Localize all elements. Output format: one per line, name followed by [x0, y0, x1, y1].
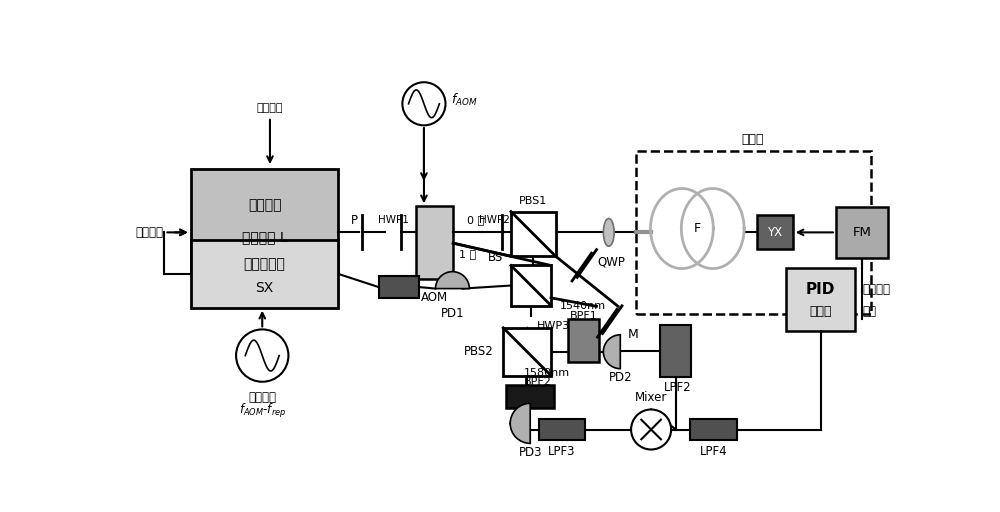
Text: PBS1: PBS1 — [519, 196, 547, 206]
Text: 锁相放大器: 锁相放大器 — [244, 257, 285, 271]
Text: 控制器: 控制器 — [809, 306, 832, 318]
Bar — [511, 211, 556, 256]
Circle shape — [402, 82, 446, 125]
Text: $f_{AOM}$-$f_{rep}$: $f_{AOM}$-$f_{rep}$ — [239, 402, 286, 420]
Text: PID: PID — [806, 283, 835, 297]
Text: $f_{AOM}$: $f_{AOM}$ — [451, 92, 477, 108]
Text: 锁定: 锁定 — [863, 306, 877, 318]
Text: 温控箱: 温控箱 — [741, 134, 764, 146]
Text: HWP2: HWP2 — [479, 215, 509, 225]
Bar — [786, 268, 855, 331]
Text: YX: YX — [768, 226, 783, 239]
Text: LPF1: LPF1 — [385, 304, 412, 314]
Text: AOM: AOM — [421, 291, 448, 304]
Bar — [636, 151, 871, 314]
Text: 飞秒激光: 飞秒激光 — [248, 199, 281, 212]
Bar — [503, 328, 551, 376]
Ellipse shape — [603, 219, 614, 246]
Text: M: M — [628, 328, 639, 340]
Text: PD1: PD1 — [441, 307, 464, 319]
Bar — [660, 325, 691, 377]
Text: 1540nm: 1540nm — [560, 301, 606, 311]
Text: PD3: PD3 — [518, 446, 542, 459]
Text: P: P — [351, 214, 358, 226]
Text: LPF2: LPF2 — [663, 381, 691, 394]
Bar — [379, 276, 419, 298]
Wedge shape — [603, 335, 620, 369]
Text: BPF2: BPF2 — [524, 377, 552, 387]
Text: HWP1: HWP1 — [378, 215, 409, 225]
Text: Mixer: Mixer — [635, 391, 667, 403]
Text: F: F — [694, 222, 701, 235]
Bar — [757, 216, 793, 249]
Text: PD2: PD2 — [608, 371, 632, 385]
Text: 1580nm: 1580nm — [524, 368, 570, 377]
Circle shape — [236, 329, 288, 382]
Text: LPF4: LPF4 — [700, 444, 727, 458]
Text: HWP3: HWP3 — [537, 322, 570, 331]
Text: QWP: QWP — [597, 255, 625, 268]
Wedge shape — [436, 272, 469, 289]
Text: BS: BS — [488, 251, 503, 264]
Bar — [836, 207, 888, 258]
Text: 重频锁定: 重频锁定 — [257, 102, 283, 113]
Text: 偏频锁定: 偏频锁定 — [135, 226, 163, 239]
Text: 光源系统 L: 光源系统 L — [242, 230, 287, 244]
Text: PBS2: PBS2 — [464, 345, 494, 358]
Text: BPF1: BPF1 — [569, 311, 597, 321]
Bar — [416, 206, 453, 280]
Text: FM: FM — [853, 226, 872, 239]
Bar — [191, 169, 338, 273]
Bar — [568, 318, 599, 362]
Text: SX: SX — [255, 281, 274, 294]
Text: LPF3: LPF3 — [548, 444, 576, 458]
Bar — [539, 419, 585, 440]
Bar — [506, 385, 554, 408]
Text: 0 级: 0 级 — [467, 215, 484, 225]
Text: 1 级: 1 级 — [459, 249, 476, 259]
Bar — [511, 266, 551, 306]
Bar — [690, 419, 737, 440]
Text: 参考信号: 参考信号 — [248, 391, 276, 403]
Wedge shape — [510, 403, 530, 443]
Bar — [191, 240, 338, 308]
Text: 脉冲对准: 脉冲对准 — [863, 284, 891, 296]
Circle shape — [631, 410, 671, 450]
